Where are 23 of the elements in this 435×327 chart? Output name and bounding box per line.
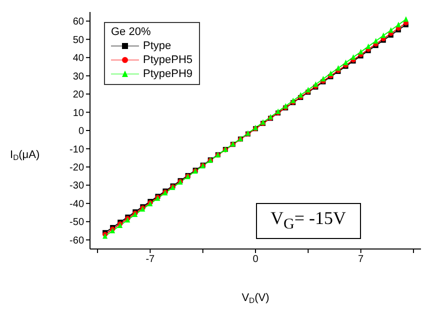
y-tick-label: -10: [70, 144, 84, 156]
y-tick-label: -60: [70, 235, 84, 246]
legend-label: PtypePH5: [143, 54, 193, 66]
x-tick-label: 7: [358, 254, 364, 266]
legend-label: Ptype: [143, 40, 172, 52]
y-tick-label: -30: [70, 180, 84, 192]
x-tick-label: -7: [146, 254, 156, 266]
y-tick-label: -50: [70, 217, 84, 228]
y-tick-label: -20: [70, 162, 84, 174]
y-tick-label: -40: [70, 198, 84, 210]
y-tick-label: 50: [72, 34, 84, 46]
annotation: V$_{G}$= -15V: [270, 208, 346, 233]
y-tick-label: 0: [78, 126, 84, 138]
x-tick-label: 0: [252, 254, 259, 266]
y-tick-label: 40: [72, 53, 84, 64]
y-tick-label: 10: [72, 108, 84, 119]
y-tick-label: 20: [72, 90, 84, 101]
y-tick-label: 60: [72, 16, 84, 28]
x-axis-title: V$_{D}$(V): [242, 292, 270, 306]
legend-title: Ge 20%: [111, 26, 151, 38]
legend-label: PtypePH9: [143, 68, 193, 80]
y-tick-label: 30: [72, 71, 84, 82]
y-axis-title: I$_{D}$(μA): [10, 149, 40, 162]
